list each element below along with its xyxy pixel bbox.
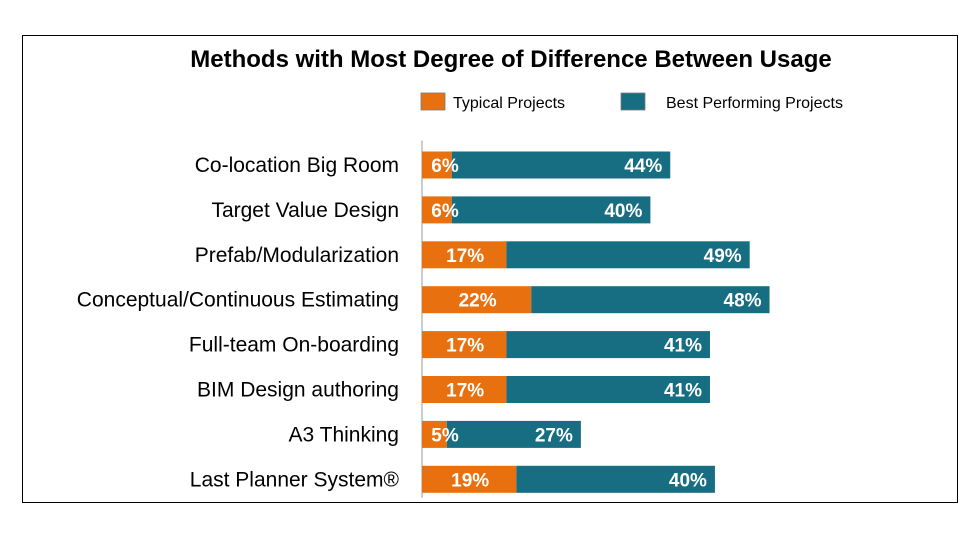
chart-frame: Methods with Most Degree of Difference B… (22, 35, 958, 503)
category-label-row-5: Full-team On-boarding (189, 334, 399, 357)
data-label-typical-row-6: 17% (446, 381, 484, 402)
category-label-row-4: Conceptual/Continuous Estimating (77, 289, 399, 312)
legend: Typical Projects Best Performing Projects (420, 92, 843, 112)
data-label-typical-row-3: 17% (446, 246, 484, 267)
category-label-row-7: A3 Thinking (288, 423, 399, 446)
bar-typical-row-3 (422, 241, 507, 269)
bar-typical-row-6 (422, 376, 507, 403)
data-label-best-row-8: 40% (669, 470, 707, 491)
data-label-best-row-2: 40% (604, 201, 642, 222)
data-label-best-row-1: 44% (624, 156, 662, 177)
category-label-row-6: BIM Design authoring (197, 379, 399, 402)
chart-svg: Methods with Most Degree of Difference B… (77, 46, 843, 498)
chart-title: Methods with Most Degree of Difference B… (190, 46, 831, 73)
data-label-typical-row-2: 6% (431, 201, 459, 222)
bar-best-row-7 (446, 420, 581, 448)
category-label-row-3: Prefab/Modularization (195, 244, 399, 267)
bar-typical-row-7 (422, 420, 447, 448)
bar-best-row-4 (531, 286, 770, 314)
bar-best-row-8 (516, 465, 715, 493)
data-label-best-row-7: 27% (535, 425, 573, 446)
category-label-row-1: Co-location Big Room (195, 154, 399, 177)
data-label-best-row-6: 41% (664, 381, 702, 402)
data-label-best-row-4: 48% (724, 291, 762, 312)
legend-label-typical: Typical Projects (453, 95, 565, 112)
bar-typical-row-1 (422, 151, 452, 179)
category-label-row-2: Target Value Design (211, 199, 399, 222)
bar-best-row-6 (506, 376, 710, 403)
legend-swatch-best (620, 92, 646, 111)
data-label-typical-row-5: 17% (446, 336, 484, 357)
bar-typical-row-8 (422, 465, 517, 493)
bar-best-row-1 (451, 151, 671, 179)
bar-best-row-5 (506, 331, 710, 359)
bar-typical-row-5 (422, 331, 507, 359)
bar-best-row-3 (506, 241, 750, 269)
bar-typical-row-4 (422, 286, 532, 314)
category-label-row-8: Last Planner System® (190, 468, 400, 491)
data-labels: 6% 44% 6% 40% 17% 49% 22% 48% 17% 41% 17% 41% 5% 27% 1… (431, 156, 761, 491)
bars (422, 151, 770, 493)
data-label-typical-row-7: 5% (431, 425, 459, 446)
data-label-best-row-3: 49% (704, 246, 742, 267)
data-label-best-row-5: 41% (664, 336, 702, 357)
data-label-typical-row-1: 6% (431, 156, 459, 177)
data-label-typical-row-8: 19% (451, 470, 489, 491)
category-labels: Co-location Big Room Target Value Design P… (77, 154, 400, 491)
data-label-typical-row-4: 22% (459, 291, 497, 312)
legend-swatch-typical (420, 92, 446, 111)
bar-typical-row-2 (422, 196, 452, 224)
legend-label-best: Best Performing Projects (666, 95, 843, 112)
bar-best-row-2 (451, 196, 651, 224)
